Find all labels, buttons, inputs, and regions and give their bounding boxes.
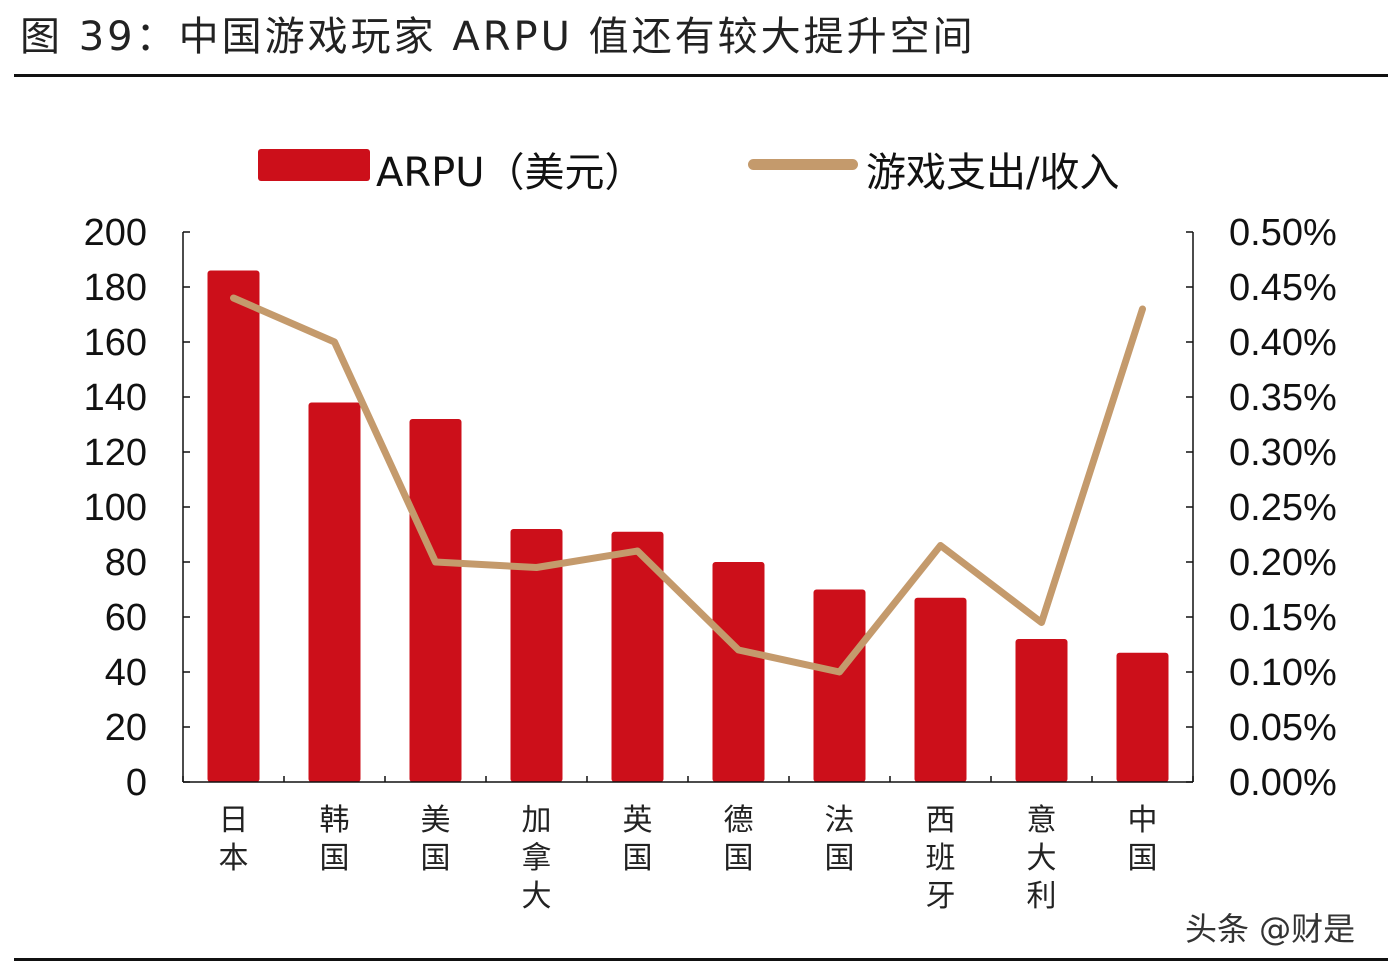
figure-title: 图 39：中国游戏玩家 ARPU 值还有较大提升空间	[20, 14, 976, 60]
category-label: 德国	[723, 803, 754, 876]
bar-0	[207, 270, 260, 782]
left-tick-label: 100	[84, 487, 147, 529]
left-tick-label: 60	[105, 597, 147, 639]
category-label: 美国	[420, 803, 451, 876]
right-tick-label: 0.40%	[1229, 322, 1337, 364]
bar-3	[510, 529, 563, 782]
left-tick-label: 0	[126, 762, 147, 804]
right-tick-label: 0.20%	[1229, 542, 1337, 584]
ratio-line	[230, 294, 1146, 676]
category-label: 韩国	[319, 803, 350, 876]
right-tick-label: 0.05%	[1229, 707, 1337, 749]
left-tick-label: 160	[84, 322, 147, 364]
bar-1	[308, 402, 361, 782]
legend-bar-label: ARPU（美元）	[376, 150, 645, 196]
right-tick-label: 0.50%	[1229, 212, 1337, 254]
right-tick-label: 0.10%	[1229, 652, 1337, 694]
bar-6	[813, 589, 866, 782]
right-tick-label: 0.15%	[1229, 597, 1337, 639]
bar-7	[914, 597, 967, 782]
right-tick-label: 0.45%	[1229, 267, 1337, 309]
top-rule	[14, 74, 1388, 77]
category-label: 西班牙	[925, 803, 956, 914]
legend-bar-swatch	[258, 149, 370, 181]
bottom-rule	[14, 958, 1388, 961]
watermark: 头条 @财是	[1185, 910, 1356, 948]
category-label: 加拿大	[521, 803, 552, 914]
left-tick-label: 80	[105, 542, 147, 584]
bar-9	[1116, 652, 1169, 782]
category-label: 中国	[1127, 803, 1158, 876]
bar-2	[409, 419, 462, 782]
left-tick-label: 180	[84, 267, 147, 309]
category-label: 英国	[622, 803, 653, 876]
legend-line-label: 游戏支出/收入	[866, 150, 1120, 196]
category-label: 法国	[824, 803, 855, 876]
left-tick-label: 20	[105, 707, 147, 749]
bar-4	[611, 531, 664, 782]
bar-8	[1015, 639, 1068, 782]
bar-5	[712, 562, 765, 782]
left-tick-label: 120	[84, 432, 147, 474]
left-tick-label: 40	[105, 652, 147, 694]
left-tick-label: 140	[84, 377, 147, 419]
right-tick-label: 0.30%	[1229, 432, 1337, 474]
right-tick-label: 0.35%	[1229, 377, 1337, 419]
right-tick-label: 0.25%	[1229, 487, 1337, 529]
legend-line-swatch	[748, 159, 858, 170]
left-tick-label: 200	[84, 212, 147, 254]
category-label: 日本	[218, 803, 249, 876]
right-tick-label: 0.00%	[1229, 762, 1337, 804]
category-label: 意大利	[1026, 803, 1057, 914]
